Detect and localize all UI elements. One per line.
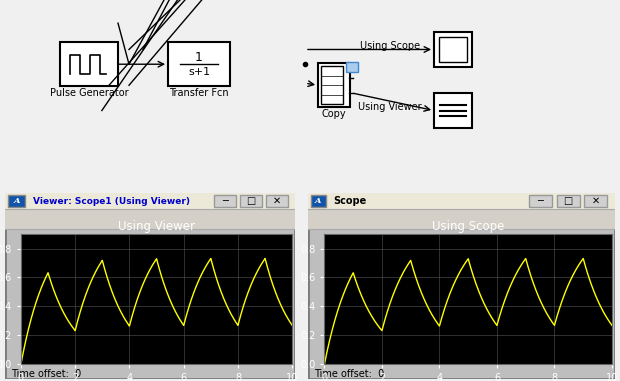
Bar: [434, 32, 472, 67]
Bar: [266, 195, 288, 207]
Text: □: □: [564, 196, 573, 206]
Text: ✕: ✕: [591, 196, 600, 206]
Text: s+1: s+1: [188, 67, 210, 77]
Bar: [346, 62, 358, 72]
Bar: [529, 195, 552, 207]
Text: Using Scope: Using Scope: [360, 41, 420, 51]
Bar: [584, 195, 608, 207]
Text: Viewer: Scope1 (Using Viewer): Viewer: Scope1 (Using Viewer): [32, 197, 190, 206]
Text: 1: 1: [195, 51, 203, 64]
Bar: [308, 209, 615, 229]
Text: Time offset:  0: Time offset: 0: [11, 370, 81, 379]
Text: Using Viewer: Using Viewer: [358, 102, 422, 112]
Text: Scope: Scope: [334, 196, 367, 206]
Bar: [311, 195, 326, 207]
Bar: [308, 193, 615, 209]
Bar: [321, 66, 343, 104]
Text: Transfer Fcn: Transfer Fcn: [169, 88, 229, 98]
Bar: [557, 195, 580, 207]
Bar: [168, 42, 230, 86]
Bar: [60, 42, 118, 86]
Text: Time offset:  0: Time offset: 0: [314, 370, 384, 379]
Bar: [5, 209, 295, 229]
Bar: [5, 193, 295, 209]
Title: Using Viewer: Using Viewer: [118, 220, 195, 233]
Text: ✕: ✕: [273, 196, 281, 206]
Bar: [434, 93, 472, 128]
Text: ─: ─: [538, 196, 543, 206]
Bar: [439, 37, 467, 62]
Text: □: □: [246, 196, 255, 206]
Bar: [214, 195, 236, 207]
Text: A: A: [13, 197, 20, 205]
Text: Copy: Copy: [322, 109, 347, 120]
Text: Pulse Generator: Pulse Generator: [50, 88, 128, 98]
Bar: [8, 195, 25, 207]
Text: A: A: [315, 197, 322, 205]
Bar: [240, 195, 262, 207]
Bar: [318, 63, 350, 107]
Text: ─: ─: [222, 196, 228, 206]
Title: Using Scope: Using Scope: [432, 220, 505, 233]
